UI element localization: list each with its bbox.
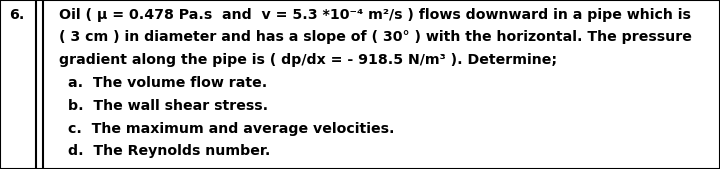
Text: Oil ( μ = 0.478 Pa.s  and  v = 5.3 *10⁻⁴ m²/s ) flows downward in a pipe which i: Oil ( μ = 0.478 Pa.s and v = 5.3 *10⁻⁴ m… (59, 8, 691, 22)
Text: gradient along the pipe is ( dp/dx = - 918.5 N/m³ ). Determine;: gradient along the pipe is ( dp/dx = - 9… (59, 53, 557, 67)
Text: c.  The maximum and average velocities.: c. The maximum and average velocities. (68, 122, 395, 136)
Text: 6.: 6. (9, 8, 24, 22)
Text: a.  The volume flow rate.: a. The volume flow rate. (68, 76, 268, 90)
Text: b.  The wall shear stress.: b. The wall shear stress. (68, 99, 269, 113)
Text: ( 3 cm ) in diameter and has a slope of ( 30° ) with the horizontal. The pressur: ( 3 cm ) in diameter and has a slope of … (59, 30, 692, 44)
Text: d.  The Reynolds number.: d. The Reynolds number. (68, 144, 271, 159)
